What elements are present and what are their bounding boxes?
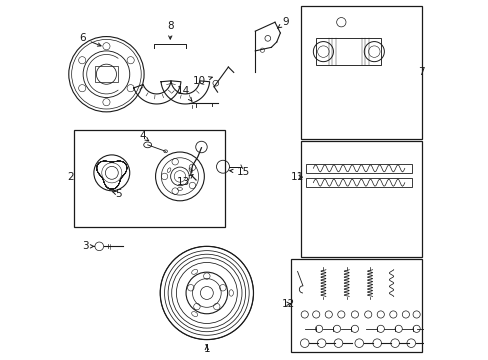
Text: 5: 5 [112, 189, 122, 199]
Text: 9: 9 [277, 17, 288, 28]
Text: 15: 15 [229, 167, 249, 177]
Text: 12: 12 [281, 299, 294, 309]
Text: 14: 14 [177, 86, 192, 101]
Bar [290, 259, 421, 352]
Text: 10: 10 [193, 76, 212, 86]
Text: 8: 8 [166, 21, 173, 39]
Bar [301, 141, 421, 257]
Text: 3: 3 [82, 241, 94, 251]
Text: 11: 11 [290, 172, 304, 182]
Text: 6: 6 [79, 33, 101, 46]
Bar [305, 164, 411, 173]
Text: 13: 13 [177, 175, 193, 187]
Text: 7: 7 [417, 67, 424, 77]
Bar [74, 130, 224, 226]
Text: 4: 4 [139, 131, 148, 141]
Bar [305, 178, 411, 187]
Text: 1: 1 [203, 343, 210, 354]
Text: 2: 2 [67, 172, 74, 182]
Bar [316, 39, 380, 65]
Bar [95, 66, 118, 82]
Bar [301, 6, 421, 139]
